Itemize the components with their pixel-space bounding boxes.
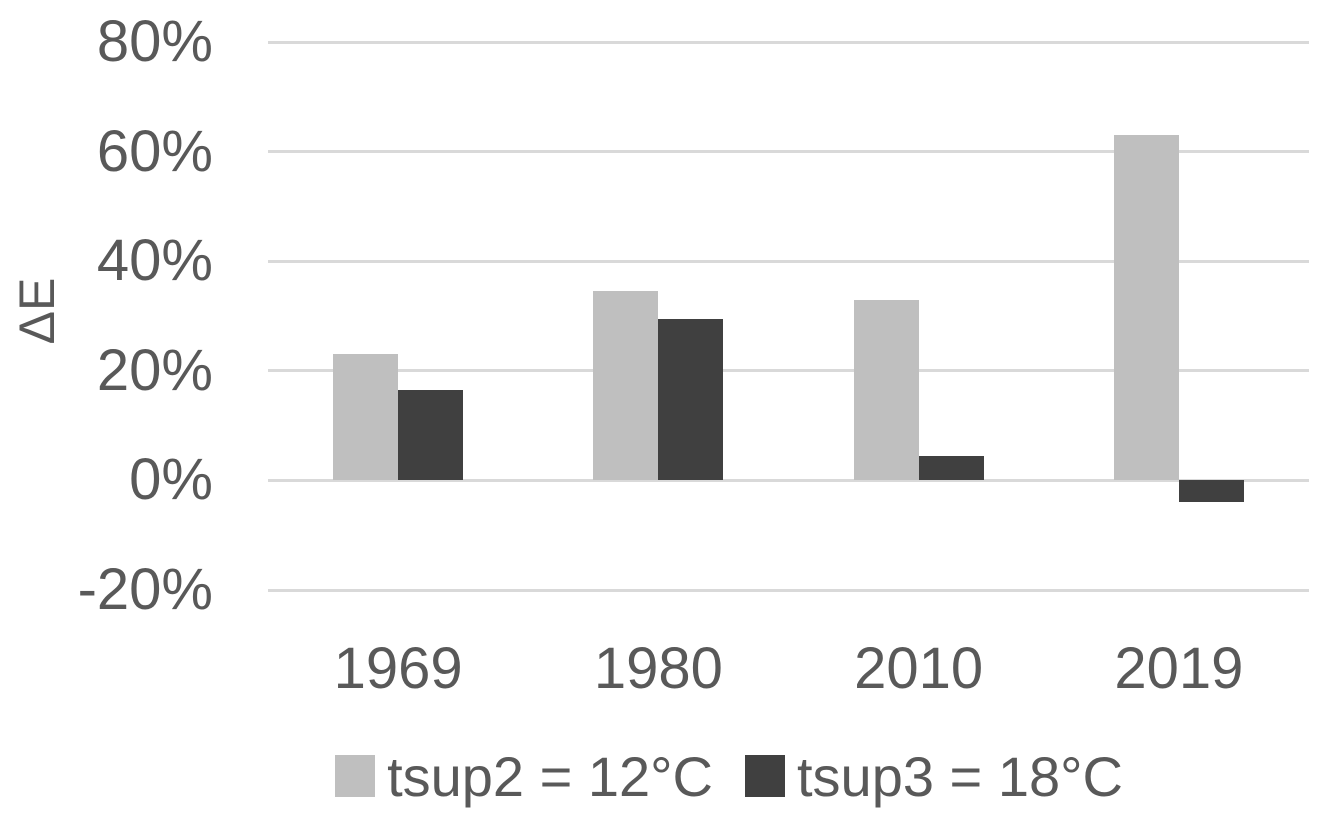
gridline: [268, 40, 1309, 44]
bar-1969-tsup2: [333, 354, 399, 481]
legend: tsup2 = 12°C tsup3 = 18°C: [268, 744, 1190, 809]
bar-1980-tsup3: [658, 318, 724, 481]
bar-2019-tsup2: [1113, 135, 1179, 481]
bar-2010-tsup3: [918, 455, 984, 481]
gridline: [268, 478, 1309, 482]
legend-swatch-icon: [335, 755, 376, 797]
legend-swatch-icon: [745, 755, 785, 797]
legend-item-tsup2: tsup2 = 12°C: [335, 744, 713, 809]
y-tick-label: 80%: [96, 9, 213, 74]
gridline: [268, 588, 1309, 592]
bar-2010-tsup2: [853, 299, 919, 481]
y-tick-label: 0%: [129, 447, 213, 513]
x-axis-label: 1980: [593, 636, 723, 701]
legend-label: tsup2 = 12°C: [387, 744, 713, 808]
legend-item-tsup3: tsup3 = 18°C: [745, 744, 1123, 809]
legend-label: tsup3 = 18°C: [797, 744, 1123, 808]
gridline: [268, 150, 1309, 154]
gridline: [268, 259, 1309, 263]
y-tick-label: 40%: [96, 228, 213, 294]
bar-2019-tsup3: [1178, 480, 1244, 503]
gridline: [268, 369, 1309, 373]
y-tick-label: -20%: [77, 557, 213, 622]
x-axis-label: 2019: [1114, 636, 1244, 701]
y-tick-label: 20%: [96, 337, 213, 403]
y-tick-label: 60%: [96, 118, 213, 184]
bar-1980-tsup2: [593, 291, 659, 481]
x-axis-label: 2010: [854, 636, 984, 701]
x-axis-label: 1969: [333, 636, 463, 701]
bar-1969-tsup3: [398, 389, 464, 481]
